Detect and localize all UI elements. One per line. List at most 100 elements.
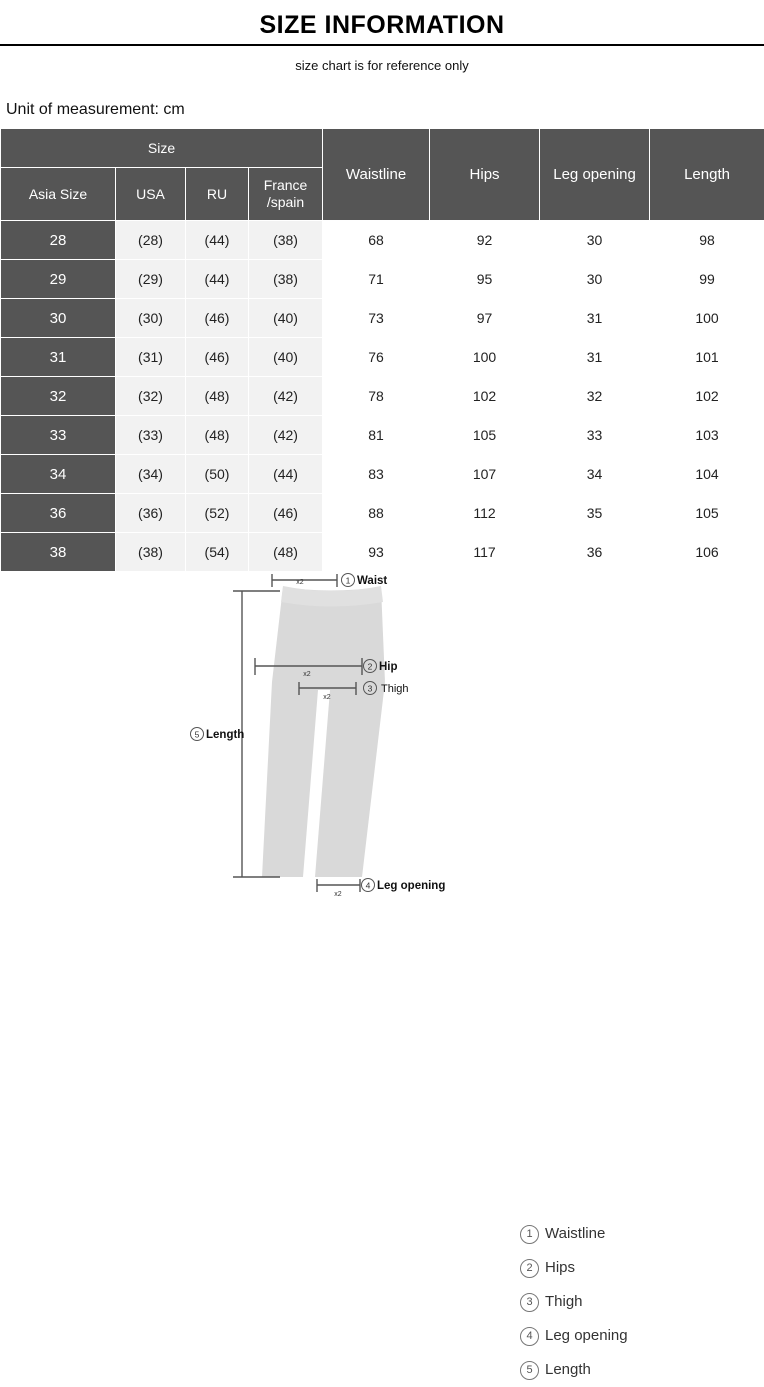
france-cell: (40)	[249, 299, 323, 338]
size-cell: 31	[1, 338, 116, 377]
callout-leg-opening-number: 4	[366, 881, 371, 891]
hips-cell: 107	[430, 455, 540, 494]
legend-item-label: Hips	[545, 1259, 575, 1276]
legend-item-number: 3	[520, 1293, 539, 1312]
page-subtitle: size chart is for reference only	[0, 46, 764, 74]
hips-cell: 100	[430, 338, 540, 377]
callout-length: 5 Length	[191, 728, 245, 742]
waist-dimension-line	[272, 574, 337, 587]
legend-item-number: 4	[520, 1327, 539, 1346]
france-cell: (46)	[249, 494, 323, 533]
length-cell: 99	[650, 260, 764, 299]
hip-x2-label: x2	[303, 671, 311, 678]
header-france-spain: France /spain	[249, 168, 323, 221]
waistline-cell: 83	[323, 455, 430, 494]
legend-item: 4 Leg opening	[520, 1319, 628, 1353]
length-cell: 98	[650, 221, 764, 260]
length-cell: 105	[650, 494, 764, 533]
length-cell: 101	[650, 338, 764, 377]
hips-cell: 105	[430, 416, 540, 455]
usa-cell: (29)	[116, 260, 186, 299]
size-cell: 38	[1, 533, 116, 572]
header-length: Length	[650, 129, 764, 221]
header-leg-opening: Leg opening	[540, 129, 650, 221]
callout-length-label: Length	[206, 729, 244, 741]
hips-cell: 117	[430, 533, 540, 572]
page-title: SIZE INFORMATION	[0, 0, 764, 40]
size-cell: 36	[1, 494, 116, 533]
leg-opening-cell: 35	[540, 494, 650, 533]
leg-opening-cell: 30	[540, 221, 650, 260]
france-cell: (42)	[249, 416, 323, 455]
length-cell: 100	[650, 299, 764, 338]
header-usa: USA	[116, 168, 186, 221]
pants-illustration-svg: x2 x2 x2 x2 1	[0, 572, 764, 917]
callout-waist-label: Waist	[357, 575, 387, 587]
ru-cell: (52)	[186, 494, 249, 533]
ru-cell: (44)	[186, 260, 249, 299]
callout-waist-number: 1	[346, 576, 351, 586]
hips-cell: 95	[430, 260, 540, 299]
leg-opening-x2-label: x2	[334, 891, 342, 898]
ru-cell: (54)	[186, 533, 249, 572]
legend-item-number: 2	[520, 1259, 539, 1278]
callout-hip: 2 Hip	[364, 660, 398, 674]
leg-opening-cell: 30	[540, 260, 650, 299]
waistline-cell: 76	[323, 338, 430, 377]
unit-of-measurement-note: Unit of measurement: cm	[0, 74, 764, 128]
size-cell: 29	[1, 260, 116, 299]
waistline-cell: 71	[323, 260, 430, 299]
leg-opening-cell: 36	[540, 533, 650, 572]
waistline-cell: 68	[323, 221, 430, 260]
callout-length-number: 5	[195, 730, 200, 740]
leg-opening-cell: 32	[540, 377, 650, 416]
legend-item-number: 5	[520, 1361, 539, 1380]
legend-item-label: Thigh	[545, 1293, 583, 1310]
table-header: Size Waistline Hips Leg opening Length A…	[1, 129, 764, 221]
hips-cell: 102	[430, 377, 540, 416]
callout-hip-label: Hip	[379, 661, 398, 673]
france-cell: (42)	[249, 377, 323, 416]
hips-cell: 92	[430, 221, 540, 260]
ru-cell: (48)	[186, 416, 249, 455]
header-asia-size: Asia Size	[1, 168, 116, 221]
ru-cell: (46)	[186, 338, 249, 377]
legend-item-label: Leg opening	[545, 1327, 628, 1344]
waistline-cell: 78	[323, 377, 430, 416]
france-cell: (40)	[249, 338, 323, 377]
leg-opening-cell: 33	[540, 416, 650, 455]
ru-cell: (48)	[186, 377, 249, 416]
legend-item-number: 1	[520, 1225, 539, 1244]
waist-x2-label: x2	[296, 579, 304, 586]
thigh-x2-label: x2	[323, 694, 331, 701]
page-header: SIZE INFORMATION size chart is for refer…	[0, 0, 764, 74]
usa-cell: (30)	[116, 299, 186, 338]
size-cell: 34	[1, 455, 116, 494]
callout-thigh: 3 Thigh	[364, 682, 409, 696]
header-ru: RU	[186, 168, 249, 221]
length-cell: 104	[650, 455, 764, 494]
waistline-cell: 93	[323, 533, 430, 572]
usa-cell: (32)	[116, 377, 186, 416]
usa-cell: (31)	[116, 338, 186, 377]
france-cell: (38)	[249, 221, 323, 260]
waistline-cell: 73	[323, 299, 430, 338]
legend-item: 2 Hips	[520, 1251, 628, 1285]
length-cell: 102	[650, 377, 764, 416]
callout-thigh-label: Thigh	[381, 683, 409, 695]
legend-item: 3 Thigh	[520, 1285, 628, 1319]
usa-cell: (38)	[116, 533, 186, 572]
france-cell: (44)	[249, 455, 323, 494]
length-cell: 106	[650, 533, 764, 572]
ru-cell: (46)	[186, 299, 249, 338]
